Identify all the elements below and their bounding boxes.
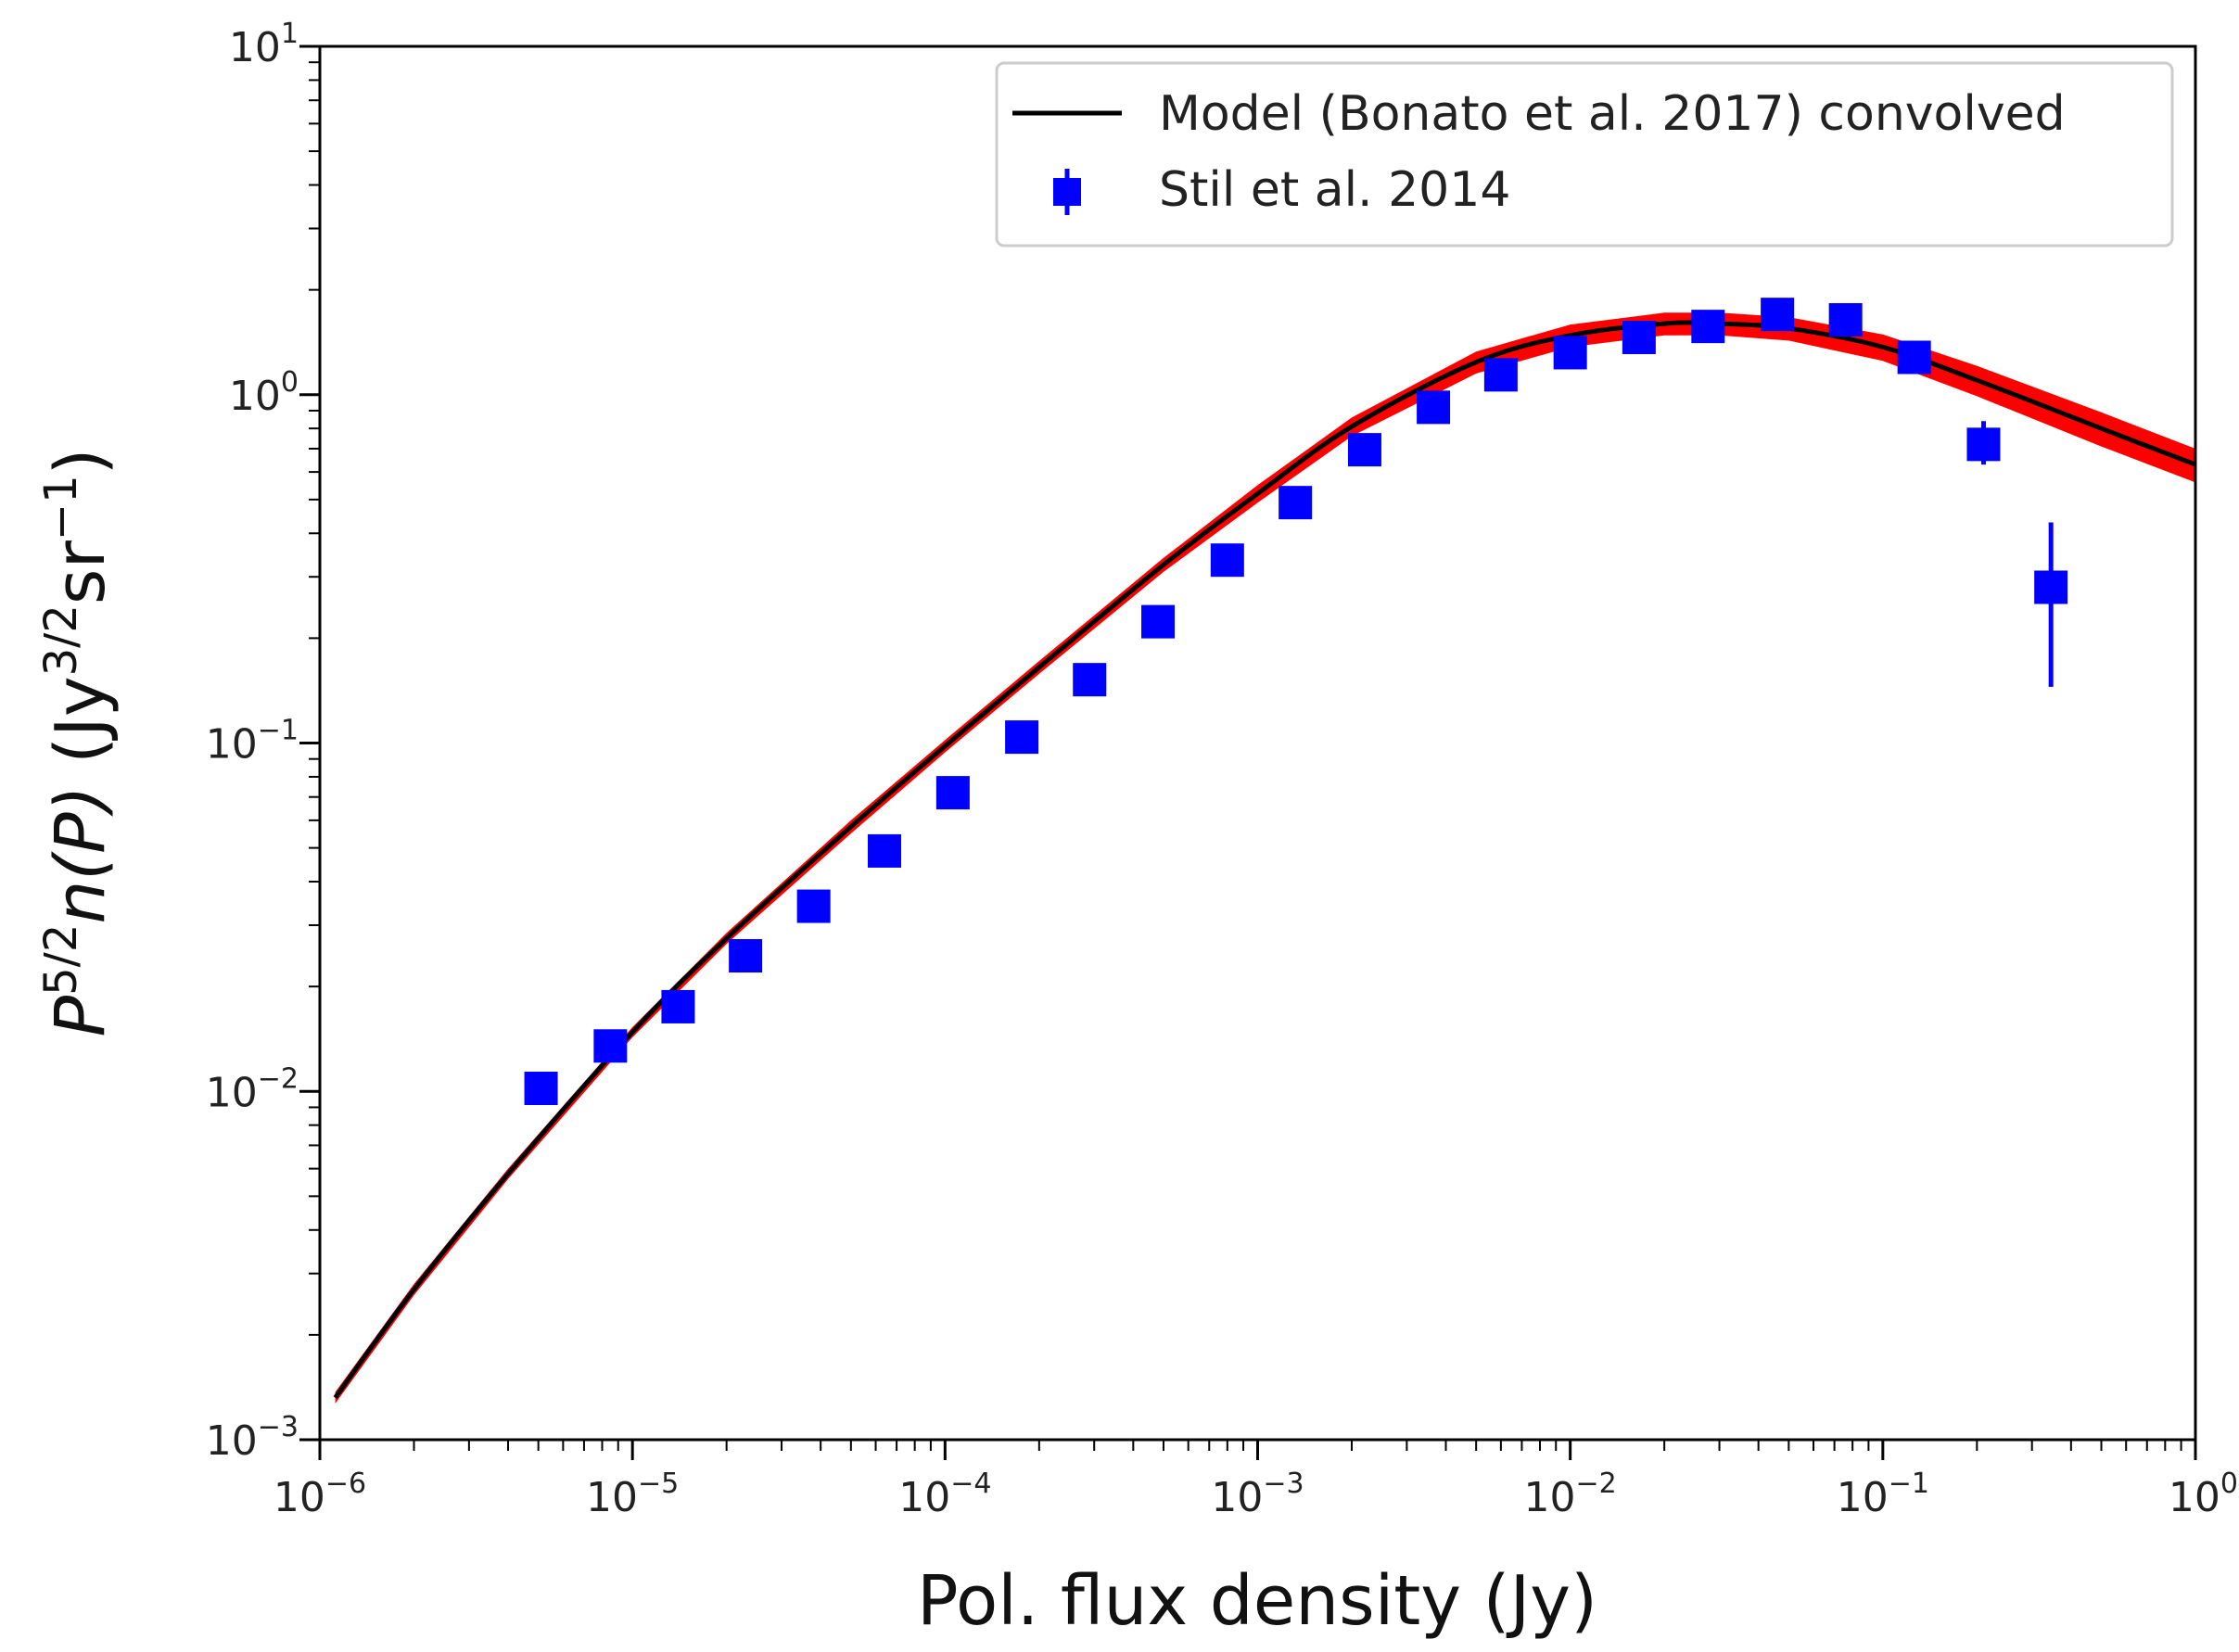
x-tick-labels: 10−6 10−5 10−4 10−3 10−2 10−1 100	[274, 1468, 2238, 1521]
y-axis-title-units-open: (Jy	[41, 676, 121, 785]
y-axis-title-units-power: 3/2	[35, 604, 87, 676]
x-axis-title: Pol. flux density (Jy)	[917, 1561, 1597, 1641]
axis-ticks-layer	[299, 44, 2197, 1460]
y-tick-label: 101	[229, 18, 299, 71]
legend-stil-marker-swatch	[1053, 178, 1081, 206]
data-point	[1966, 427, 2001, 462]
data-point	[1347, 433, 1381, 467]
y-tick-label: 10−2	[206, 1062, 299, 1116]
x-tick-label: 10−6	[274, 1468, 366, 1521]
legend: Model (Bonato et al. 2017) convolved Sti…	[995, 61, 2174, 248]
data-point	[524, 1072, 558, 1106]
data-point	[935, 776, 970, 810]
data-point	[867, 833, 901, 868]
data-point	[729, 939, 763, 973]
data-point	[1141, 604, 1176, 639]
data-point	[1622, 320, 1656, 354]
y-axis-title-units-mid: sr	[41, 540, 121, 605]
y-tick-label: 10−3	[206, 1411, 299, 1465]
data-point	[1761, 298, 1795, 332]
data-point	[1005, 720, 1039, 755]
y-tick-label: 10−1	[206, 715, 299, 769]
x-tick-label: 100	[2169, 1468, 2238, 1521]
x-tick-label: 10−2	[1524, 1468, 1617, 1521]
x-tick-label: 10−5	[586, 1468, 679, 1521]
data-point	[593, 1029, 628, 1063]
y-axis-title-power: 5/2	[35, 924, 87, 996]
x-tick-label: 10−3	[1211, 1468, 1304, 1521]
legend-stil-label: Stil et al. 2014	[1159, 162, 1510, 218]
data-point	[1279, 486, 1313, 520]
y-axis-title: P5/2n(P) (Jy3/2sr−1)	[35, 448, 121, 1036]
data-point	[796, 889, 831, 923]
data-point	[1073, 663, 1107, 697]
y-axis-title-p: P	[41, 996, 121, 1037]
y-axis-title-units-power2: −1	[35, 475, 87, 540]
data-point	[1417, 390, 1451, 425]
legend-frame	[995, 61, 2174, 248]
data-point	[1210, 543, 1244, 578]
x-tick-label: 10−1	[1837, 1468, 1929, 1521]
legend-model-label: Model (Bonato et al. 2017) convolved	[1159, 86, 2066, 142]
y-tick-labels: 10−3 10−2 10−1 100 101	[206, 18, 299, 1465]
data-point	[661, 989, 695, 1023]
data-point	[2034, 570, 2068, 604]
data-point	[1483, 358, 1518, 392]
data-points-layer	[524, 298, 2068, 1106]
data-point	[1691, 310, 1725, 344]
data-point	[1553, 336, 1587, 370]
y-axis-title-func: n(P)	[41, 785, 121, 923]
x-tick-label: 10−4	[898, 1468, 991, 1521]
y-axis-title-units-close: )	[41, 448, 121, 475]
data-point	[1828, 303, 1863, 337]
data-point	[1897, 340, 1931, 375]
y-tick-label: 100	[229, 366, 299, 420]
